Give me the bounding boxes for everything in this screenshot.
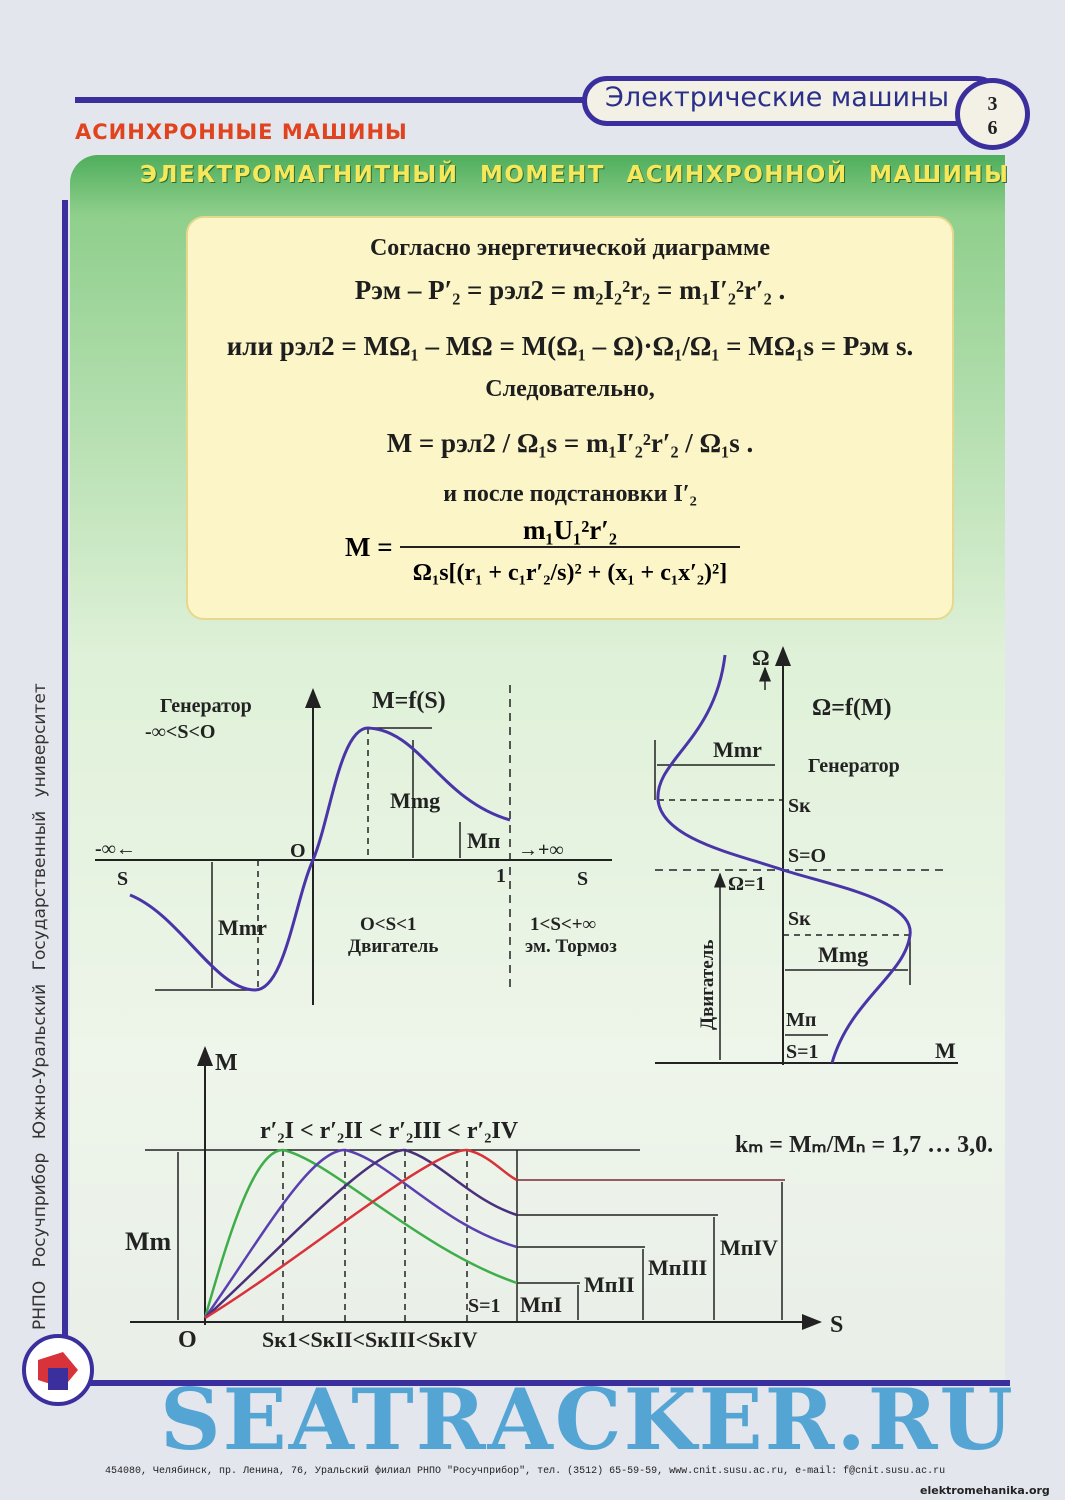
- frame-left-line: [62, 200, 68, 1360]
- label-mp1: MпI: [520, 1292, 562, 1317]
- label-motor: Двигатель: [348, 936, 438, 957]
- torque-slip-diagram: [95, 685, 612, 1005]
- formula-line3: M = pэл2 / Ω₁s = m₁I′₂²r′₂ / Ω₁s .: [386, 428, 754, 458]
- label-sk-relation: Sк1<SкII<SкIII<SкIV: [262, 1327, 478, 1352]
- footer-address: 454080, Челябинск, пр. Ленина, 76, Ураль…: [105, 1466, 946, 1477]
- sidebar-vertical-text: РНПО Росучприбор Южно-Уральский Государс…: [30, 683, 50, 1330]
- label-s0: S=O: [788, 845, 826, 867]
- label-s1-family: S=1: [468, 1295, 501, 1317]
- label-mp2: MпII: [584, 1272, 635, 1297]
- label-mmr: Mmr: [218, 915, 267, 940]
- label-mm: Mm: [125, 1227, 172, 1256]
- label-mmg: Mmg: [390, 788, 440, 813]
- formula-line2: или pэл2 = MΩ₁ – MΩ = M(Ω₁ – Ω)·Ω₁/Ω₁ = …: [226, 331, 914, 361]
- formula-line4-numerator: m₁U₁²r′₂: [400, 515, 740, 548]
- speed-torque-diagram: [654, 646, 958, 1065]
- label-one: 1: [496, 865, 506, 887]
- label-omega1: Ω=1: [728, 873, 765, 895]
- formula-subst: и после подстановки I′₂: [443, 481, 697, 507]
- label-minus-inf: -∞←: [95, 838, 136, 860]
- formula-intro: Согласно энергетической диаграмме: [369, 235, 771, 261]
- label-mp-om: Mп: [786, 1009, 816, 1031]
- formula-line4-denominator: Ω₁s[(r₁ + c₁r′₂/s)² + (x₁ + c₁x′₂)²]: [412, 560, 728, 586]
- label-km-formula: kₘ = Mₘ/Mₙ = 1,7 … 3,0.: [735, 1132, 993, 1158]
- formula-line1: Pэм – P′₂ = pэл2 = m₂I₂²r₂ = m₁I′₂²r′₂ .: [354, 275, 786, 305]
- label-s-left: S: [117, 868, 128, 890]
- label-mmg-om: Mmg: [818, 942, 868, 967]
- label-generator-om: Генератор: [808, 755, 900, 777]
- label-origin-family: O: [178, 1327, 197, 1353]
- label-omega: Ω: [752, 645, 770, 670]
- page-number-bottom: 6: [987, 117, 998, 139]
- logo-icon: [22, 1334, 94, 1406]
- label-sk-bottom: Sк: [788, 908, 811, 930]
- torque-family-diagram: [130, 1046, 822, 1330]
- label-mmr-om: Mmr: [713, 737, 762, 762]
- formula-line4-lhs: M =: [345, 532, 393, 562]
- label-s1-om: S=1: [786, 1041, 819, 1063]
- section-title: АСИНХРОННЫЕ МАШИНЫ: [75, 120, 408, 144]
- formula-box: [186, 216, 954, 620]
- label-brake-range: 1<S<+∞: [530, 914, 596, 935]
- formula-hence: Следовательно,: [485, 376, 655, 402]
- frame-bottom-line: [60, 1380, 1010, 1386]
- label-mp3: MпIII: [648, 1255, 707, 1280]
- label-mp: Mп: [467, 828, 501, 853]
- header-line: [75, 97, 595, 103]
- label-s-axis: S: [830, 1312, 843, 1338]
- diagram-title-ms: M=f(S): [372, 688, 446, 714]
- label-plus-inf: →+∞: [518, 839, 564, 861]
- diagram-title-om: Ω=f(M): [812, 695, 892, 721]
- watermark: SEATRACKER.RU: [160, 1370, 1015, 1469]
- label-motor-om: Двигатель: [697, 940, 718, 1030]
- label-s-right: S: [577, 868, 588, 890]
- label-gen-range: -∞<S<O: [145, 721, 215, 743]
- torque-curve: [129, 726, 511, 992]
- topic-banner: ЭЛЕКТРОМАГНИТНЫЙ МОМЕНТ АСИНХРОННОЙ МАШИ…: [140, 162, 1010, 188]
- label-mp4: MпIV: [720, 1235, 778, 1260]
- label-origin: O: [290, 840, 306, 862]
- page-number-top: 3: [987, 93, 998, 115]
- label-m-axis: M: [215, 1050, 238, 1076]
- label-r-relation: r′₂I < r′₂II < r′₂III < r′₂IV: [260, 1118, 519, 1144]
- site-credit: elektromehanika.org: [920, 1484, 1050, 1497]
- label-brake: эм. Тормоз: [525, 936, 617, 957]
- label-sk-top: Sк: [788, 795, 811, 817]
- label-m-axis-om: M: [935, 1038, 956, 1063]
- page-title: Электрические машины: [605, 82, 950, 113]
- label-motor-range: O<S<1: [360, 914, 417, 935]
- label-generator: Генератор: [160, 695, 252, 717]
- title-pill: [582, 76, 1002, 126]
